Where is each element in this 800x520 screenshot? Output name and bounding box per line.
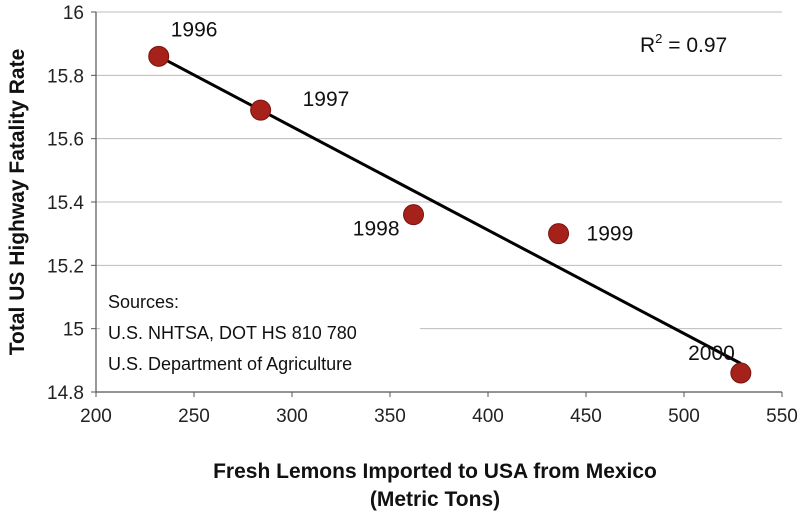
r-squared-sup: 2 xyxy=(655,31,662,46)
y-tick-label-6: 16 xyxy=(63,3,84,24)
x-tick-label-5: 450 xyxy=(570,406,602,427)
r-squared-prefix: R xyxy=(640,34,655,57)
data-point-1996 xyxy=(148,45,170,67)
y-tick-label-2: 15.2 xyxy=(47,256,84,277)
point-label-2000: 2000 xyxy=(688,342,735,365)
data-points xyxy=(148,45,752,384)
x-tick-label-0: 200 xyxy=(80,406,112,427)
y-tick-labels: 14.8 15 15.2 15.4 15.6 15.8 16 xyxy=(47,3,84,404)
r-squared-annotation: R2 = 0.97 xyxy=(640,31,727,57)
x-tick-label-7: 550 xyxy=(766,406,798,427)
data-point-2000 xyxy=(730,362,752,384)
r-squared-value: = 0.97 xyxy=(662,34,727,57)
axes xyxy=(91,11,783,397)
point-label-1997: 1997 xyxy=(303,88,350,111)
y-axis-label: Total US Highway Fatality Rate xyxy=(6,49,29,356)
x-tick-label-3: 350 xyxy=(374,406,406,427)
point-label-1999: 1999 xyxy=(587,223,634,246)
y-tick-label-5: 15.8 xyxy=(47,66,84,87)
y-tick-label-3: 15.4 xyxy=(47,193,84,214)
data-point-1999 xyxy=(548,223,570,245)
x-axis-label-line-1: Fresh Lemons Imported to USA from Mexico xyxy=(213,460,657,483)
x-tick-label-4: 400 xyxy=(472,406,504,427)
point-label-1996: 1996 xyxy=(171,18,218,41)
data-point-1997 xyxy=(250,99,272,121)
x-tick-label-6: 500 xyxy=(668,406,700,427)
y-tick-label-0: 14.8 xyxy=(47,383,84,404)
x-tick-labels: 200 250 300 350 400 450 500 550 xyxy=(80,406,798,427)
y-tick-label-1: 15 xyxy=(63,320,84,341)
x-axis-label-line-2: (Metric Tons) xyxy=(370,488,500,511)
sources-background xyxy=(100,283,420,383)
x-tick-label-1: 250 xyxy=(178,406,210,427)
point-labels: 1996 1997 1998 1999 2000 xyxy=(171,18,735,365)
point-label-1998: 1998 xyxy=(353,218,400,241)
x-tick-label-2: 300 xyxy=(276,406,308,427)
sources-line-2: U.S. Department of Agriculture xyxy=(108,354,352,374)
sources-box: Sources: U.S. NHTSA, DOT HS 810 780 U.S.… xyxy=(100,283,420,383)
data-point-1998 xyxy=(403,204,425,226)
sources-line-1: U.S. NHTSA, DOT HS 810 780 xyxy=(108,323,357,343)
y-tick-label-4: 15.6 xyxy=(47,130,84,151)
sources-heading: Sources: xyxy=(108,292,179,312)
